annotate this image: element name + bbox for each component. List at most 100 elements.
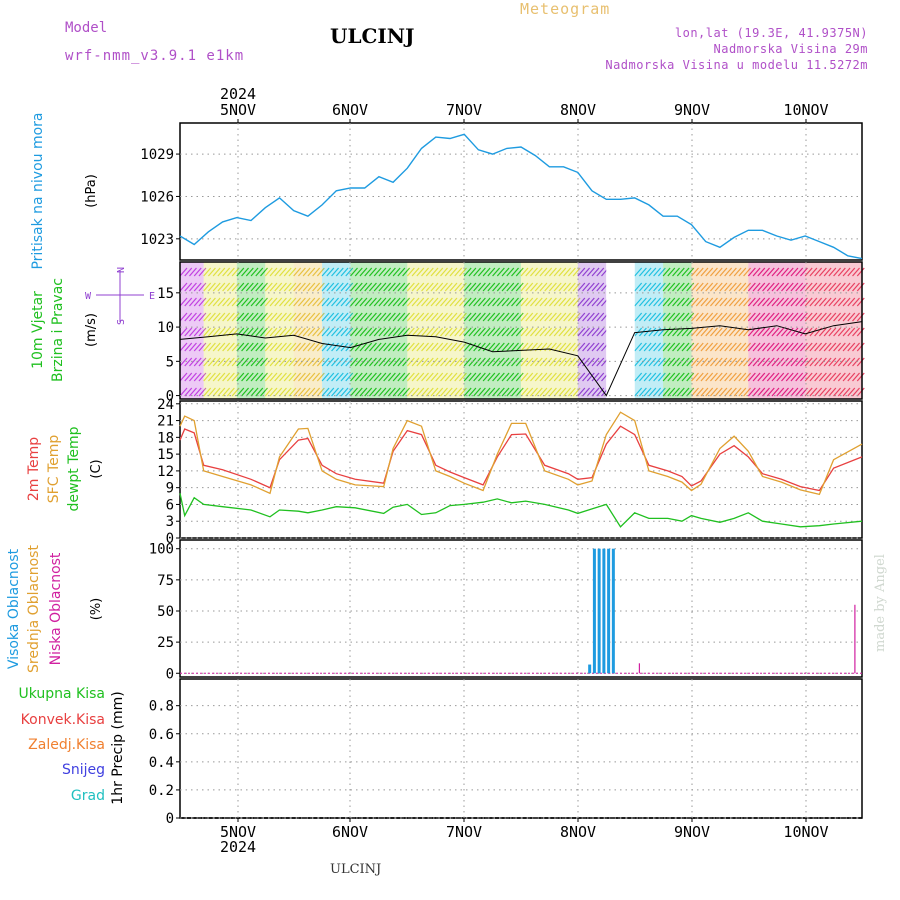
wind-barb [762,282,770,292]
wind-barb [818,357,827,367]
wind-barb [440,282,448,292]
wind-barb [596,372,605,382]
wind-barb [714,267,723,277]
wind-barb [179,387,188,397]
wind-barb [724,387,733,397]
wind-barb [373,267,382,277]
wind-barb [402,312,411,322]
wind-barb [454,327,463,337]
wind-barb [781,297,789,307]
wind-barb [236,297,245,307]
wind-barb [563,267,572,277]
wind-barb [672,297,681,307]
wind-barb [657,267,666,277]
wind-barb [790,282,799,292]
wind-barb [743,357,752,367]
wind-barb [487,372,496,382]
wind-barb [492,282,501,292]
wind-barb [368,327,377,337]
wind-barb [648,327,657,337]
wind-barb [842,327,851,337]
wind-barb [288,387,297,397]
wind-barb [402,267,411,277]
wind-barb [837,267,846,277]
wind-barb [747,372,756,382]
wind-barb [316,267,325,277]
wind-barb [449,297,458,307]
wind-barb [804,357,813,367]
wind-barb [416,387,425,397]
wind-barb [757,267,766,277]
wind-barb [269,372,278,382]
wind-barb [402,372,411,382]
wind-barb [383,327,392,337]
wind-barb [591,327,600,337]
wind-barb [776,327,785,337]
wind-barb [586,267,595,277]
wind-barb [406,282,415,292]
wind-barb [189,357,197,367]
wind-barb [799,297,808,307]
wind-barb [553,282,562,292]
wind-barb [316,387,325,397]
wind-barb [681,282,690,292]
wind-barb [558,282,567,292]
wind-barb [724,282,733,292]
wind-barb [842,312,851,322]
wind-barb [823,282,832,292]
wind-barb [681,357,690,367]
wind-barb [297,387,306,397]
wind-barb [463,297,472,307]
wind-barb [728,357,737,367]
wind-barb [397,372,406,382]
precip-legend-item: Grad [71,788,105,804]
temp-unit-label: (C) [89,459,104,478]
wind-barb [700,342,709,352]
wind-barb [814,342,823,352]
wind-barb [501,327,510,337]
wind-barb [724,312,733,322]
wind-barb [364,312,373,322]
wind-barb [733,282,742,292]
wind-barb [359,357,368,367]
wind-barb [184,282,193,292]
wind-barb [236,312,245,322]
wind-barb [288,342,297,352]
wind-barb [406,372,415,382]
wind-barb [492,312,501,322]
wind-barb [667,267,676,277]
wind-barb [297,327,306,337]
wind-barb [425,357,434,367]
wind-barb [582,387,591,397]
wind-barb [814,357,823,367]
wind-barb [326,387,335,397]
compass-south: S [116,319,127,325]
wind-barb [241,357,250,367]
wind-barb [444,312,453,322]
wind-barb [676,372,685,382]
wind-barb [255,372,264,382]
wind-barb [350,282,358,292]
wind-barb [558,372,567,382]
wind-barb [638,342,647,352]
wind-barb [435,297,444,307]
wind-barb [316,357,325,367]
wind-barb [335,372,344,382]
wind-barb [473,312,482,322]
wind-barb [326,312,335,322]
wind-barb [359,267,368,277]
wind-barb [852,387,860,397]
wind-barb [653,312,662,322]
temperature-series-1 [179,411,863,496]
wind-barb [719,327,728,337]
wind-barb [738,357,747,367]
wind-barb [440,297,448,307]
wind-barb [781,327,789,337]
wind-barb [179,297,188,307]
wind-barb [297,282,306,292]
wind-barb [567,267,576,277]
wind-barb [473,297,482,307]
wind-barb [383,267,392,277]
wind-barb [406,312,415,322]
wind-barb [657,282,666,292]
